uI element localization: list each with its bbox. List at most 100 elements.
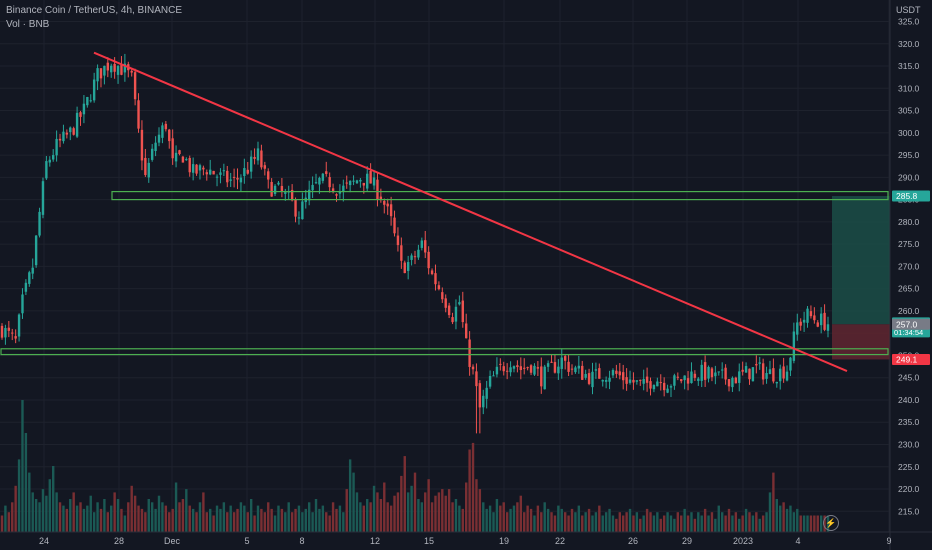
candle-body[interactable] (38, 211, 41, 236)
candle-body[interactable] (823, 312, 826, 330)
candle-body[interactable] (826, 324, 830, 331)
candle-body[interactable] (779, 368, 782, 382)
candle-body[interactable] (345, 182, 348, 184)
annotation-lines[interactable] (0, 51, 889, 372)
candle-body[interactable] (700, 364, 703, 381)
candle-body[interactable] (553, 362, 557, 373)
candle-body[interactable] (710, 368, 714, 378)
candle-body[interactable] (680, 379, 683, 382)
candle-body[interactable] (799, 321, 802, 326)
long-position-loss-zone[interactable] (832, 324, 890, 360)
candle-body[interactable] (236, 177, 239, 180)
candle-body[interactable] (468, 339, 471, 367)
candle-body[interactable] (147, 162, 150, 178)
candle-body[interactable] (188, 157, 191, 173)
candle-body[interactable] (290, 189, 294, 201)
candle-body[interactable] (89, 100, 92, 102)
candle-body[interactable] (434, 273, 437, 285)
candle-body[interactable] (550, 361, 553, 363)
candle-body[interactable] (338, 191, 342, 194)
candle-body[interactable] (86, 96, 89, 106)
candle-body[interactable] (437, 285, 441, 290)
time-axis[interactable]: 24 28 Dec 5 8 12 15 19 22 26 29 2023 4 9 (0, 531, 932, 546)
candle-body[interactable] (809, 311, 813, 317)
candle-body[interactable] (185, 159, 188, 161)
candle-body[interactable] (645, 376, 649, 383)
candle-body[interactable] (270, 181, 273, 197)
candle-body[interactable] (533, 365, 536, 375)
candle-body[interactable] (123, 63, 127, 73)
candle-body[interactable] (331, 188, 335, 192)
candle-body[interactable] (28, 272, 31, 284)
candle-body[interactable] (294, 199, 297, 217)
candle-body[interactable] (215, 176, 219, 178)
support-zone-rect[interactable] (0, 348, 889, 356)
candle-body[interactable] (567, 361, 570, 372)
candle-body[interactable] (471, 366, 475, 370)
candle-body[interactable] (249, 156, 253, 172)
candle-body[interactable] (475, 371, 478, 387)
candle-body[interactable] (45, 161, 48, 179)
candle-body[interactable] (458, 302, 461, 305)
candle-body[interactable] (379, 196, 383, 200)
candle-body[interactable] (581, 365, 584, 380)
candle-body[interactable] (611, 370, 615, 376)
candle-body[interactable] (191, 164, 195, 173)
candle-body[interactable] (447, 305, 451, 316)
candle-body[interactable] (65, 132, 69, 135)
candle-body[interactable] (17, 314, 21, 337)
candle-body[interactable] (51, 155, 55, 160)
candle-body[interactable] (806, 308, 809, 323)
candle-body[interactable] (813, 315, 816, 321)
candle-body[interactable] (314, 182, 318, 184)
candle-body[interactable] (516, 365, 519, 368)
candle-body[interactable] (734, 377, 738, 384)
candle-body[interactable] (226, 170, 229, 183)
candle-body[interactable] (393, 217, 396, 234)
candle-body[interactable] (120, 64, 123, 75)
candle-body[interactable] (209, 169, 212, 175)
candle-body[interactable] (369, 171, 372, 184)
candle-body[interactable] (502, 366, 505, 372)
candle-body[interactable] (618, 371, 621, 376)
candle-body[interactable] (819, 313, 823, 326)
candle-body[interactable] (307, 189, 311, 201)
candle-body[interactable] (587, 373, 591, 384)
candle-body[interactable] (523, 367, 526, 369)
candle-body[interactable] (509, 367, 512, 373)
candle-body[interactable] (748, 368, 751, 380)
resistance-zone-rect[interactable] (111, 190, 889, 201)
candle-body[interactable] (355, 180, 359, 184)
candle-body[interactable] (785, 371, 789, 381)
candle-body[interactable] (796, 322, 799, 335)
candle-body[interactable] (4, 327, 7, 338)
candlesticks[interactable] (0, 53, 830, 434)
candle-body[interactable] (348, 180, 352, 186)
candle-body[interactable] (792, 331, 796, 361)
candle-body[interactable] (386, 203, 389, 207)
candle-body[interactable] (403, 262, 406, 274)
candle-body[interactable] (676, 376, 680, 378)
candle-body[interactable] (174, 152, 178, 162)
candle-body[interactable] (464, 323, 468, 339)
candle-body[interactable] (267, 171, 270, 180)
candle-body[interactable] (686, 378, 690, 384)
candle-body[interactable] (615, 370, 618, 374)
candle-body[interactable] (454, 306, 458, 322)
candle-body[interactable] (140, 129, 144, 161)
candle-body[interactable] (202, 167, 205, 170)
candle-body[interactable] (229, 179, 232, 181)
candle-body[interactable] (499, 363, 502, 365)
candle-body[interactable] (673, 375, 676, 386)
candle-body[interactable] (212, 170, 215, 175)
candle-body[interactable] (604, 380, 608, 382)
candle-body[interactable] (420, 240, 424, 248)
candle-body[interactable] (144, 157, 147, 175)
candle-body[interactable] (79, 112, 82, 117)
candle-body[interactable] (413, 256, 417, 258)
candle-body[interactable] (21, 294, 24, 314)
candle-body[interactable] (690, 371, 693, 384)
candle-body[interactable] (400, 245, 403, 261)
candle-body[interactable] (69, 127, 72, 133)
